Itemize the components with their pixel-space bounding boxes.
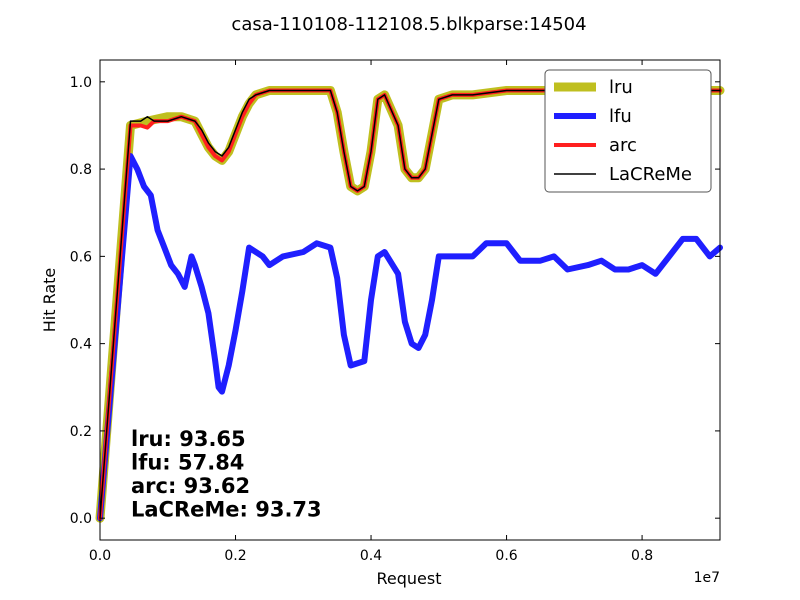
- y-tick-label: 0.4: [70, 337, 92, 353]
- y-axis-ticks: 0.0 0.2 0.4 0.6 0.8 1.0: [70, 75, 720, 527]
- y-tick-label: 0.6: [70, 249, 92, 265]
- y-tick-label: 0.0: [70, 511, 92, 527]
- plot-area: [95, 59, 725, 541]
- y-tick-label: 0.8: [70, 162, 92, 178]
- legend-label-lacreme: LaCReMe: [609, 164, 692, 185]
- legend-entries: lru lfu arc LaCReMe: [554, 77, 692, 185]
- y-axis-label: Hit Rate: [40, 268, 59, 333]
- x-tick-label: 0.2: [224, 548, 246, 564]
- hit-rate-annotation: LaCReMe: 93.73: [131, 498, 322, 522]
- y-tick-label: 1.0: [70, 75, 92, 91]
- hit-rate-annotation: lru: 93.65: [131, 427, 246, 451]
- x-tick-label: 0.4: [360, 548, 382, 564]
- series-line-lfu: [97, 153, 723, 522]
- hit-rate-annotation: arc: 93.62: [131, 474, 250, 498]
- x-axis-label: Request: [377, 569, 442, 588]
- series-layer: [95, 86, 725, 523]
- x-tick-label: 0.6: [495, 548, 517, 564]
- legend-frame: [544, 69, 712, 193]
- legend-label-arc: arc: [609, 135, 637, 156]
- legend-label-lfu: lfu: [609, 106, 632, 127]
- x-tick-label: 0.8: [631, 548, 653, 564]
- x-axis-offset-text: 1e7: [694, 570, 720, 586]
- x-axis-ticks: 0.0 0.2 0.4 0.6 0.8: [89, 60, 653, 564]
- series-line-lacreme: [99, 89, 721, 519]
- hit-rate-annotation: lfu: 57.84: [131, 451, 244, 475]
- chart-title: casa-110108-112108.5.blkparse:14504: [231, 14, 586, 35]
- legend: lru lfu arc LaCReMe: [544, 69, 712, 193]
- plot-frame: [99, 59, 721, 541]
- legend-label-lru: lru: [609, 77, 633, 98]
- x-tick-label: 0.0: [89, 548, 111, 564]
- y-tick-label: 0.2: [70, 424, 92, 440]
